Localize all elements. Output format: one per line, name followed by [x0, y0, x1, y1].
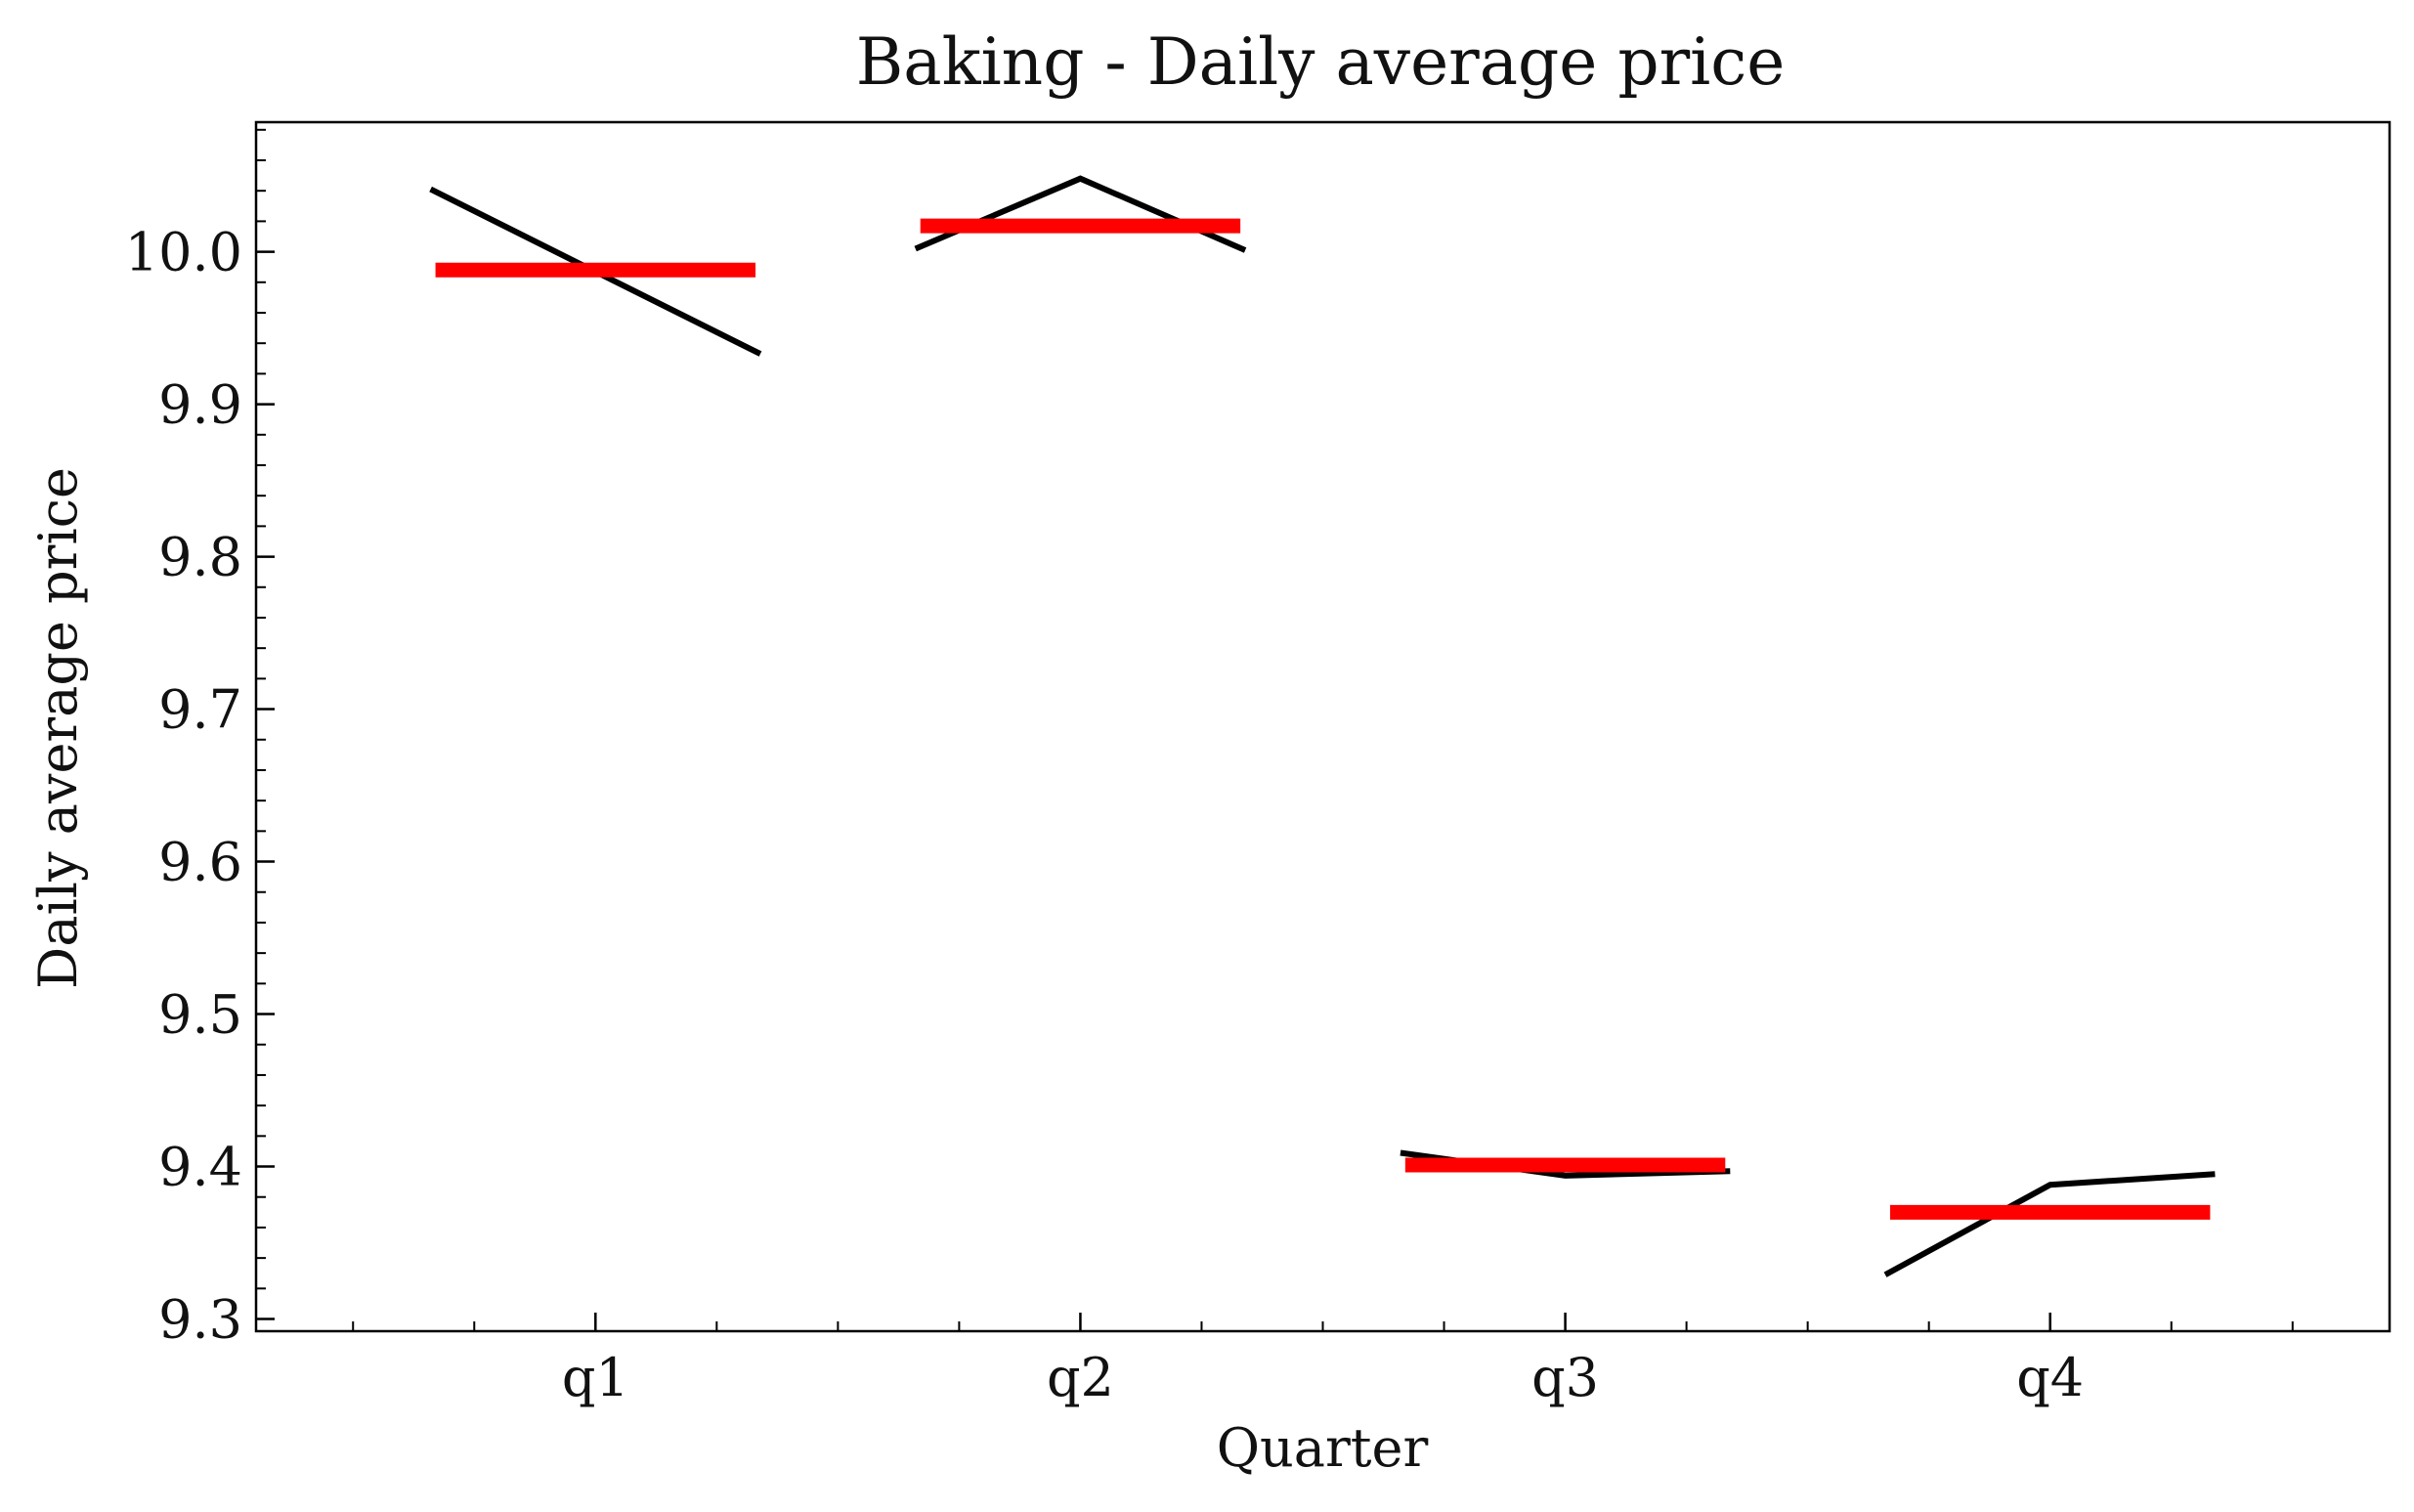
- x-tick-label: q4: [2016, 1347, 2084, 1408]
- x-axis-ticks: q1 q2 q3 q4: [352, 1313, 2294, 1408]
- y-axis-label: Daily average price: [27, 467, 89, 989]
- chart-marks: [429, 175, 2216, 1277]
- x-tick-label: q1: [562, 1347, 629, 1408]
- monthly-line-q4: [1883, 1171, 2216, 1277]
- y-axis-ticks: 9.3 9.4 9.5 9.6 9.7 9.8 9.9 10.0: [125, 128, 275, 1351]
- y-tick-label: 9.3: [158, 1289, 242, 1351]
- y-tick-label: 9.4: [158, 1137, 242, 1198]
- chart-title: Baking - Daily average price: [856, 24, 1786, 100]
- y-tick-label: 9.6: [158, 832, 242, 893]
- x-tick-label: q2: [1047, 1347, 1114, 1408]
- y-tick-label: 9.9: [158, 374, 242, 436]
- x-axis-label: Quarter: [1217, 1417, 1429, 1479]
- x-tick-label: q3: [1531, 1347, 1599, 1408]
- y-tick-label: 9.7: [158, 679, 242, 741]
- y-tick-label: 10.0: [125, 222, 242, 283]
- y-tick-label: 9.5: [158, 984, 242, 1046]
- y-tick-label: 9.8: [158, 527, 242, 588]
